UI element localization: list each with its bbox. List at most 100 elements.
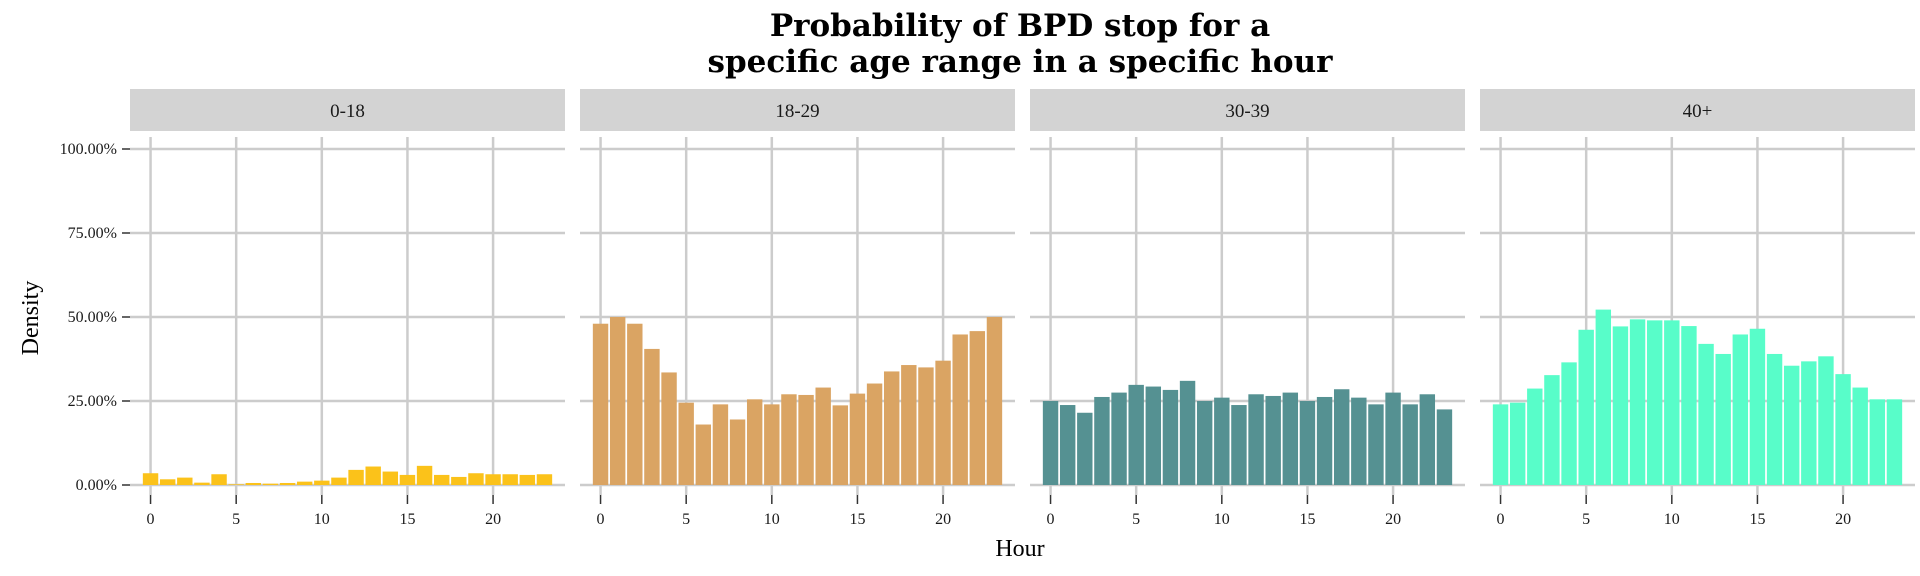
bar-0-18-hour-5 bbox=[228, 484, 244, 485]
facet-strip-label: 18-29 bbox=[775, 101, 819, 122]
x-tick-label: 20 bbox=[485, 511, 501, 528]
bar-18-29-hour-18 bbox=[901, 365, 917, 485]
chart-title-line-1: Probability of BPD stop for a bbox=[770, 8, 1270, 44]
bar-0-18-hour-20 bbox=[485, 474, 501, 485]
x-tick-label: 5 bbox=[1582, 511, 1590, 528]
bar-40+-hour-11 bbox=[1681, 326, 1697, 485]
y-axis: 0.00% 25.00% 50.00% 75.00% 100.00% bbox=[60, 141, 130, 494]
bar-30-39-hour-14 bbox=[1282, 392, 1299, 485]
bar-0-18-hour-0 bbox=[142, 473, 159, 485]
x-tick-label: 15 bbox=[399, 511, 415, 528]
bar-0-18-hour-17 bbox=[433, 474, 450, 485]
bar-30-39-hour-23 bbox=[1436, 409, 1453, 485]
bar-18-29-hour-0 bbox=[592, 323, 609, 485]
facet-panel-30-39: 30-39 0 5 10 15 20 bbox=[1030, 89, 1465, 528]
bar-18-29-hour-2 bbox=[627, 323, 643, 485]
bar-40+-hour-12 bbox=[1698, 343, 1714, 485]
bar-30-39-hour-2 bbox=[1077, 412, 1093, 485]
bar-18-29-hour-20 bbox=[935, 360, 951, 485]
bar-0-18-hour-9 bbox=[296, 481, 313, 485]
facet-panel-40+: 40+ 0 5 10 15 20 bbox=[1480, 89, 1915, 528]
bar-30-39-hour-16 bbox=[1316, 396, 1333, 485]
x-tick-label: 5 bbox=[232, 511, 240, 528]
bar-0-18-hour-18 bbox=[451, 476, 467, 485]
bar-30-39-hour-3 bbox=[1094, 396, 1110, 485]
bar-0-18-hour-16 bbox=[416, 465, 433, 485]
bar-30-39-hour-4 bbox=[1111, 392, 1127, 485]
bar-18-29-hour-10 bbox=[764, 404, 780, 485]
bar-40+-hour-17 bbox=[1783, 365, 1800, 485]
bar-40+-hour-9 bbox=[1646, 320, 1663, 485]
bar-40+-hour-1 bbox=[1509, 402, 1526, 485]
bar-30-39-hour-5 bbox=[1128, 384, 1144, 485]
bar-18-29-hour-8 bbox=[729, 419, 746, 485]
bar-0-18-hour-11 bbox=[331, 477, 347, 485]
bar-30-39-hour-0 bbox=[1042, 401, 1059, 485]
bar-18-29-hour-21 bbox=[952, 334, 968, 485]
bar-40+-hour-2 bbox=[1527, 388, 1543, 485]
bar-0-18-hour-21 bbox=[502, 474, 518, 485]
x-axis-title: Hour bbox=[995, 536, 1044, 562]
y-tick-label: 50.00% bbox=[68, 309, 117, 326]
bar-18-29-hour-22 bbox=[969, 331, 986, 485]
bar-18-29-hour-1 bbox=[609, 317, 626, 485]
bar-30-39-hour-20 bbox=[1385, 392, 1401, 485]
x-tick-label: 10 bbox=[314, 511, 330, 528]
x-tick-label: 20 bbox=[1835, 511, 1851, 528]
bar-30-39-hour-22 bbox=[1419, 394, 1436, 485]
bar-18-29-hour-9 bbox=[746, 399, 763, 485]
bar-30-39-hour-12 bbox=[1248, 394, 1264, 485]
x-tick-label: 20 bbox=[1385, 511, 1401, 528]
bar-30-39-hour-17 bbox=[1333, 389, 1350, 485]
bar-40+-hour-7 bbox=[1612, 326, 1629, 485]
bar-18-29-hour-11 bbox=[781, 394, 797, 485]
bar-0-18-hour-19 bbox=[468, 473, 484, 485]
bar-0-18-hour-14 bbox=[382, 471, 399, 485]
bar-40+-hour-13 bbox=[1715, 353, 1731, 485]
bar-18-29-hour-14 bbox=[832, 405, 849, 485]
x-tick-label: 10 bbox=[1214, 511, 1230, 528]
bar-0-18-hour-13 bbox=[365, 466, 381, 485]
bar-18-29-hour-19 bbox=[918, 367, 934, 485]
x-tick-label: 0 bbox=[1497, 511, 1505, 528]
y-tick-label: 25.00% bbox=[68, 393, 117, 410]
bar-18-29-hour-23 bbox=[986, 317, 1003, 485]
bar-18-29-hour-4 bbox=[661, 372, 677, 485]
bar-18-29-hour-17 bbox=[883, 371, 900, 485]
bar-18-29-hour-3 bbox=[644, 348, 660, 485]
facet-strip bbox=[580, 89, 1015, 131]
bar-30-39-hour-1 bbox=[1059, 405, 1076, 485]
facet-strip bbox=[1480, 89, 1915, 131]
bar-40+-hour-0 bbox=[1492, 404, 1509, 485]
bar-40+-hour-19 bbox=[1818, 356, 1834, 485]
bar-40+-hour-8 bbox=[1629, 319, 1646, 485]
x-tick-label: 0 bbox=[147, 511, 155, 528]
facet-strip-label: 0-18 bbox=[330, 101, 365, 122]
bar-40+-hour-21 bbox=[1852, 387, 1868, 485]
bar-40+-hour-18 bbox=[1801, 361, 1817, 485]
x-tick-label: 0 bbox=[1047, 511, 1055, 528]
bar-40+-hour-10 bbox=[1664, 320, 1680, 485]
bar-0-18-hour-7 bbox=[262, 483, 279, 485]
bar-30-39-hour-11 bbox=[1231, 405, 1247, 485]
x-tick-label: 5 bbox=[682, 511, 690, 528]
bar-0-18-hour-12 bbox=[348, 469, 364, 485]
bar-0-18-hour-23 bbox=[536, 474, 553, 485]
bar-0-18-hour-22 bbox=[519, 474, 536, 485]
y-tick-label: 100.00% bbox=[60, 141, 117, 158]
bar-40+-hour-3 bbox=[1544, 375, 1560, 485]
bar-18-29-hour-6 bbox=[695, 424, 712, 485]
bar-18-29-hour-5 bbox=[678, 402, 694, 485]
x-tick-label: 5 bbox=[1132, 511, 1140, 528]
x-tick-label: 20 bbox=[935, 511, 951, 528]
bar-30-39-hour-6 bbox=[1145, 386, 1162, 485]
bar-0-18-hour-8 bbox=[279, 482, 296, 485]
bar-0-18-hour-15 bbox=[399, 474, 416, 485]
bar-0-18-hour-6 bbox=[245, 482, 262, 485]
bar-30-39-hour-21 bbox=[1402, 404, 1418, 485]
bar-40+-hour-22 bbox=[1869, 399, 1886, 485]
bar-18-29-hour-12 bbox=[798, 394, 814, 485]
facet-panel-18-29: 18-29 0 5 10 15 20 bbox=[580, 89, 1015, 528]
bar-40+-hour-20 bbox=[1835, 374, 1851, 485]
x-tick-label: 10 bbox=[764, 511, 780, 528]
